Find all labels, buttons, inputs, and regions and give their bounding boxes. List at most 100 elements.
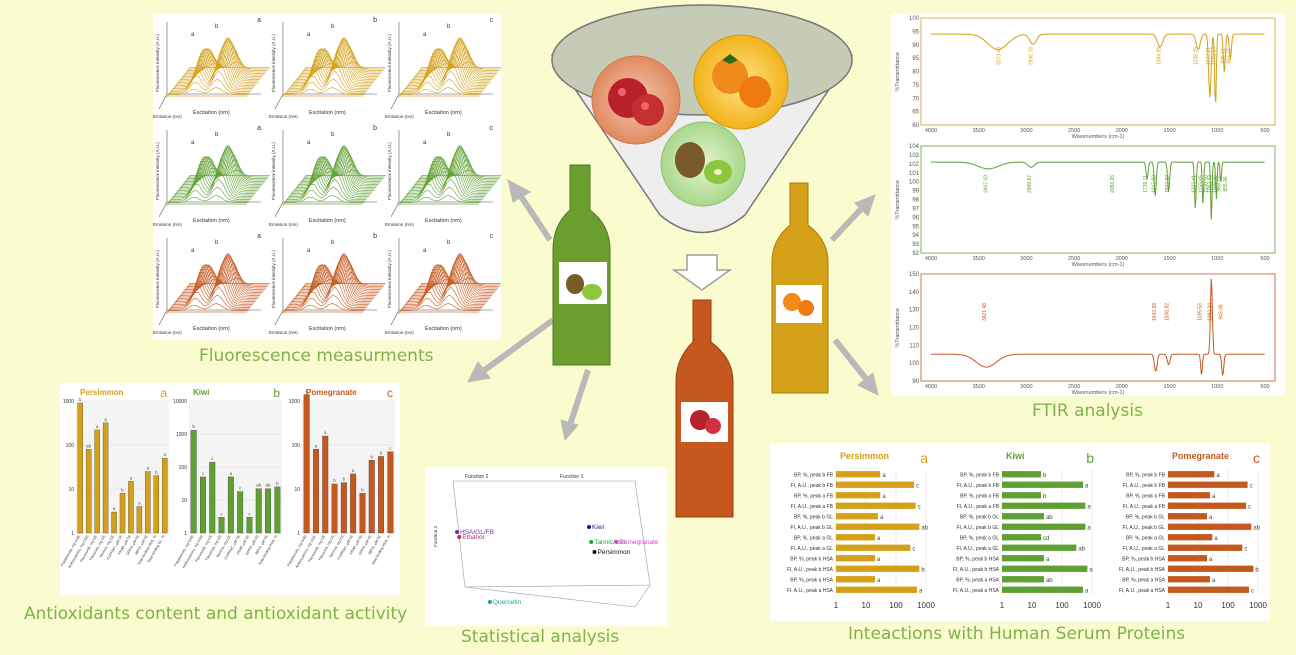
statistical-caption: Statistical analysis xyxy=(461,627,620,647)
fluor-surface-line xyxy=(283,87,365,97)
bar-label: ab xyxy=(256,483,262,488)
tick-label: 10 xyxy=(181,498,187,504)
bar-label: a xyxy=(1085,483,1089,489)
tick-label: 10 xyxy=(68,487,74,493)
fluor-surface-line xyxy=(304,169,385,179)
fluor-surface-line xyxy=(286,178,367,202)
fluor-surface-line xyxy=(420,61,501,71)
bar xyxy=(1168,576,1210,583)
chart-letter: c xyxy=(1253,450,1260,466)
bar-label: c xyxy=(239,486,242,491)
bar-label: a xyxy=(1209,515,1213,521)
bar-label: b xyxy=(1043,473,1047,479)
fluor-z-axis xyxy=(158,93,168,110)
fluor-surface-line xyxy=(305,175,386,178)
fluor-surface-line xyxy=(417,158,499,182)
row-label: BP, %, peak b HSA xyxy=(1122,557,1165,563)
fluor-panel-letter: b xyxy=(373,17,377,24)
fluor-surface-line xyxy=(184,46,266,76)
bottle-persimmon xyxy=(771,182,829,394)
fluor-surface-line xyxy=(188,61,269,71)
bottle-pomegranate xyxy=(675,299,734,518)
chart-title: Kiwi xyxy=(1006,451,1025,461)
bar xyxy=(77,402,83,534)
fluor-panel-letter: a xyxy=(257,17,261,24)
row-label: FI, A.U., peak a FB xyxy=(1123,504,1166,510)
bar xyxy=(1002,586,1083,593)
scatter-label: Persimmon xyxy=(598,549,631,556)
fluor-surface-line xyxy=(188,277,269,287)
bar xyxy=(322,435,329,534)
fluorescence-plot: a b a Excitation (nm) Fluorescence intensity… xyxy=(153,17,270,119)
bar-label: a xyxy=(230,471,233,476)
scatter-label: Quercetin xyxy=(493,599,522,606)
ftir-x-tick: 2000 xyxy=(1116,256,1128,262)
fluor-z-label: Emission (nm) xyxy=(269,222,298,227)
bar xyxy=(1168,534,1213,541)
bar xyxy=(128,481,134,534)
bar xyxy=(1002,492,1042,499)
fluor-surface-line xyxy=(183,258,264,293)
bar xyxy=(94,429,100,534)
ftir-peak-label: 926.61 xyxy=(1220,48,1226,64)
fluor-y-label: Fluorescence intensity (A.U.) xyxy=(387,250,392,308)
ftir-peak-label: 943.06 xyxy=(1219,304,1225,320)
ftir-y-label: %Transmittance xyxy=(895,180,901,220)
ftir-peak-label: 1078.21 xyxy=(1206,47,1212,65)
fluor-z-axis xyxy=(390,201,400,218)
fluor-surface-line xyxy=(169,294,250,311)
fluor-surface-line xyxy=(419,164,500,181)
bar xyxy=(1168,544,1243,551)
fluor-x-label: Excitation (nm) xyxy=(309,218,346,224)
fluor-surface-line xyxy=(170,178,251,202)
fluor-peak-label: a xyxy=(423,140,427,146)
ftir-y-tick: 93 xyxy=(912,242,919,248)
fluor-surface-line xyxy=(283,303,365,313)
statistical-panel: Function 2 Function 1 Function 3 Kiwi Tannic… xyxy=(425,467,667,626)
tick-label: 1000 xyxy=(289,399,300,405)
bar-label: a xyxy=(880,515,884,521)
ftir-spectrum: 150 140 130 120 110 100 90 4000 3500 3000 2500 2000… xyxy=(895,272,1276,396)
bar xyxy=(331,483,338,534)
chart-letter: c xyxy=(387,386,393,400)
bar-label: a xyxy=(1087,525,1091,531)
ftir-peak-label: 895.96 xyxy=(1223,176,1229,192)
fluor-surface-line xyxy=(404,272,486,307)
fluor-surface-line xyxy=(415,150,496,185)
bar xyxy=(836,555,876,562)
bar-label: a xyxy=(1216,473,1220,479)
fluor-y-label: Fluorescence intensity (A.U.) xyxy=(271,250,276,308)
ftir-y-tick: 99 xyxy=(912,189,919,195)
bar-label: b xyxy=(121,487,124,492)
fluor-peak-label: a xyxy=(191,140,195,146)
bar-label: ab xyxy=(86,443,92,448)
fluor-surface-line xyxy=(189,283,270,286)
bar-label: c xyxy=(220,511,223,516)
bar xyxy=(1168,492,1210,499)
bar xyxy=(836,471,881,478)
bar xyxy=(836,586,917,593)
fluor-surface-line xyxy=(421,283,502,286)
fluor-surface-line xyxy=(285,78,366,95)
bar-label: a xyxy=(96,424,99,429)
fluor-surface-line xyxy=(167,303,249,313)
tick-label: 100 xyxy=(1055,601,1069,610)
tick-label: 10000 xyxy=(173,399,187,405)
ftir-spectrum: 100 95 90 85 80 75 70 65 60 4000 3500 3000 2500 2000 1… xyxy=(895,16,1276,140)
fluor-surface-line xyxy=(166,311,247,314)
ftir-x-tick: 1500 xyxy=(1163,384,1175,390)
row-label: BP, %, peak b HSA xyxy=(790,557,833,563)
fluor-surface-line xyxy=(288,164,370,199)
fluor-surface-line xyxy=(401,186,482,203)
ftir-peak-label: 1594.99 xyxy=(1157,47,1163,65)
row-label: FI, A.U., peak b GL xyxy=(790,525,833,531)
fluor-surface-line xyxy=(185,266,267,290)
interaction-chart: Persimmon a 1 10 100 1000 BP, %, peak b FB a FI,… xyxy=(787,450,936,610)
bar xyxy=(836,523,920,530)
bar-label: a xyxy=(104,417,107,422)
scatter-point xyxy=(589,540,594,544)
discriminant-plot: Function 2 Function 1 Function 3 Kiwi Tannic… xyxy=(433,474,659,608)
row-label: FI, A.U., peak a FB xyxy=(791,504,834,510)
fluor-y-label: Fluorescence intensity (A.U.) xyxy=(155,142,160,200)
fluor-z-label: Emission (nm) xyxy=(269,330,298,335)
